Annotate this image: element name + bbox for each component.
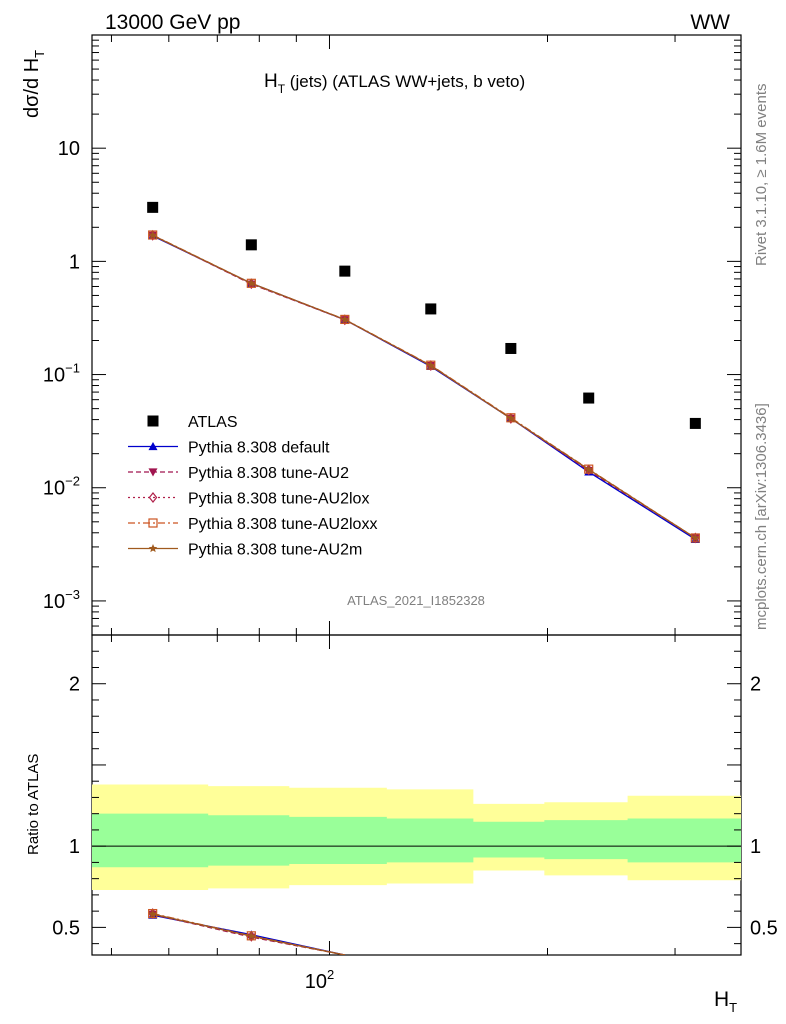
main-y-tick-label: 1 — [69, 251, 80, 273]
ratio-y-tick-label-left: 1 — [69, 836, 80, 858]
x-axis-label: HT — [714, 988, 737, 1015]
data-point-pythia-8-308-tune-au2m — [691, 533, 700, 542]
plot-title: HT (jets) (ATLAS WW+jets, b veto) — [264, 71, 525, 96]
data-point-atlas — [583, 392, 595, 404]
legend-marker-pythia-8-308-tune-au2lox — [148, 492, 158, 503]
ratio-y-tick-label-right: 2 — [750, 674, 761, 696]
data-point-atlas — [147, 201, 159, 213]
main-axis-ticks — [92, 34, 741, 636]
main-series-group — [147, 201, 701, 544]
legend-marker-pythia-8-308-tune-au2loxx — [148, 518, 158, 528]
data-point-atlas — [505, 342, 517, 354]
data-point-pythia-8-308-tune-au2m — [148, 230, 157, 239]
legend-label-pythia-8-308-default: Pythia 8.308 default — [188, 440, 330, 457]
ratio-point-pythia-8-308-tune-au2loxx — [148, 908, 158, 919]
rivet-version-text: Rivet 3.1.10, ≥ 1.6M events — [753, 84, 770, 267]
legend-marker-atlas — [147, 415, 159, 427]
data-point-atlas — [245, 239, 257, 251]
main-y-axis-label: dσ/d HT — [21, 50, 47, 118]
data-point-pythia-8-308-tune-au2m — [426, 361, 436, 370]
ratio-axis-ticks — [92, 635, 741, 955]
main-y-tick-label: 10−2 — [43, 474, 80, 500]
legend-label-pythia-8-308-tune-au2m: Pythia 8.308 tune-AU2m — [188, 542, 362, 559]
mcplots-credit-text: mcplots.cern.ch [arXiv:1306.3436] — [753, 403, 770, 630]
ratio-series-group — [148, 908, 345, 955]
ratio-y-tick-label-left: 2 — [69, 674, 80, 696]
legend-label-pythia-8-308-tune-au2: Pythia 8.308 tune-AU2 — [188, 465, 349, 482]
main-y-tick-label: 10 — [58, 138, 80, 160]
legend-marker-pythia-8-308-default — [148, 442, 158, 451]
header-left: 13000 GeV pp — [105, 11, 240, 34]
ratio-y-tick-label-right: 0.5 — [750, 917, 778, 939]
legend-label-pythia-8-308-tune-au2loxx: Pythia 8.308 tune-AU2loxx — [188, 516, 377, 533]
ratio-y-tick-labels: 2 2 1 1 0.5 0.5 — [52, 674, 778, 940]
legend: ATLAS Pythia 8.308 default Pythia 8.308 tu… — [128, 414, 377, 559]
legend-label-atlas: ATLAS — [188, 414, 238, 431]
data-point-atlas — [425, 303, 437, 315]
main-y-tick-label: 10−3 — [43, 587, 80, 613]
main-y-tick-labels: 10 1 10−1 10−2 10−3 — [43, 138, 80, 613]
data-point-pythia-8-308-tune-au2loxx — [506, 413, 516, 423]
main-y-tick-label: 10−1 — [43, 361, 80, 387]
analysis-watermark: ATLAS_2021_I1852328 — [347, 593, 485, 608]
ratio-y-tick-label-right: 1 — [750, 836, 761, 858]
ratio-uncertainty-bands — [92, 784, 741, 891]
data-point-atlas — [689, 417, 701, 429]
ratio-band-stat — [92, 813, 741, 868]
data-point-pythia-8-308-tune-au2m — [506, 413, 516, 423]
legend-label-pythia-8-308-tune-au2lox: Pythia 8.308 tune-AU2lox — [188, 491, 369, 508]
ratio-point-pythia-8-308-tune-au2m — [247, 931, 256, 940]
legend-marker-pythia-8-308-tune-au2 — [148, 468, 158, 477]
ratio-y-tick-label-left: 0.5 — [52, 917, 80, 939]
legend-marker-pythia-8-308-tune-au2m — [148, 544, 158, 553]
ratio-x-tick-labels: 102 — [305, 967, 334, 993]
x-tick-label: 102 — [305, 967, 334, 993]
data-point-pythia-8-308-tune-au2m — [247, 278, 256, 287]
data-point-atlas — [339, 265, 351, 277]
ratio-point-pythia-8-308-tune-au2m — [148, 909, 157, 918]
ratio-y-axis-label: Ratio to ATLAS — [25, 754, 42, 855]
data-point-pythia-8-308-tune-au2m — [584, 464, 593, 474]
header-right: WW — [690, 11, 730, 34]
data-point-pythia-8-308-tune-au2m — [340, 315, 350, 324]
